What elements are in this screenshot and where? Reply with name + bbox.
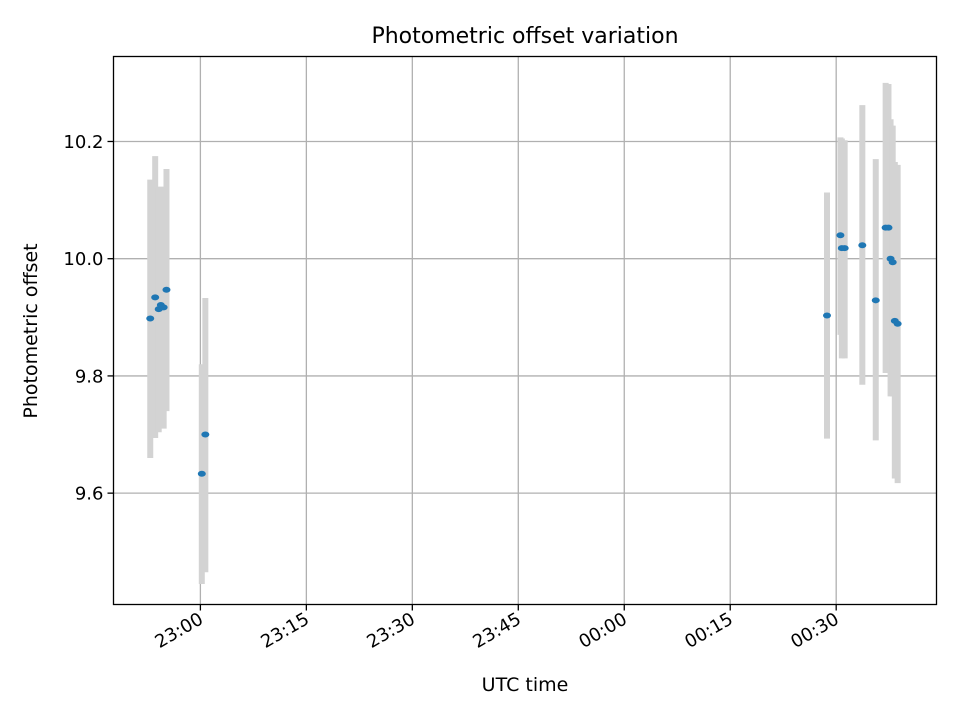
data-point: [201, 431, 210, 438]
x-tick-label: 23:00: [151, 609, 206, 653]
data-point: [884, 224, 893, 231]
x-tick-label: 23:30: [363, 609, 418, 653]
data-point: [840, 245, 849, 252]
y-axis-label: Photometric offset: [20, 243, 42, 418]
x-tick-label: 00:00: [575, 609, 630, 653]
x-tick-label: 00:30: [787, 609, 842, 653]
y-tick-label: 10.2: [63, 132, 103, 153]
x-tick-label: 23:15: [257, 609, 312, 653]
y-tick-label: 10.0: [63, 249, 103, 270]
y-tick-label: 9.8: [75, 366, 104, 387]
plot-frame: [112, 55, 938, 606]
data-point: [893, 320, 902, 327]
data-point: [151, 294, 160, 301]
grid: [113, 56, 937, 605]
data-point: [888, 259, 897, 266]
data-point: [162, 286, 171, 293]
x-tick-label: 23:45: [469, 609, 524, 653]
data-point: [197, 470, 206, 477]
data-point: [836, 232, 845, 239]
y-tick-label: 9.6: [75, 484, 104, 505]
chart-title: Photometric offset variation: [371, 24, 678, 49]
data-points: [146, 224, 902, 477]
data-point: [858, 242, 867, 249]
data-point: [871, 297, 880, 304]
axis-ticks: 9.6 9.8 10.0 10.2 23:00 23:15 23:30 23:45 00:00 0…: [63, 132, 842, 653]
x-tick-label: 00:15: [681, 609, 736, 653]
data-point: [159, 304, 168, 311]
x-axis-label: UTC time: [482, 674, 569, 696]
error-bars: [147, 82, 901, 584]
data-point: [146, 315, 155, 322]
data-point: [823, 312, 832, 319]
